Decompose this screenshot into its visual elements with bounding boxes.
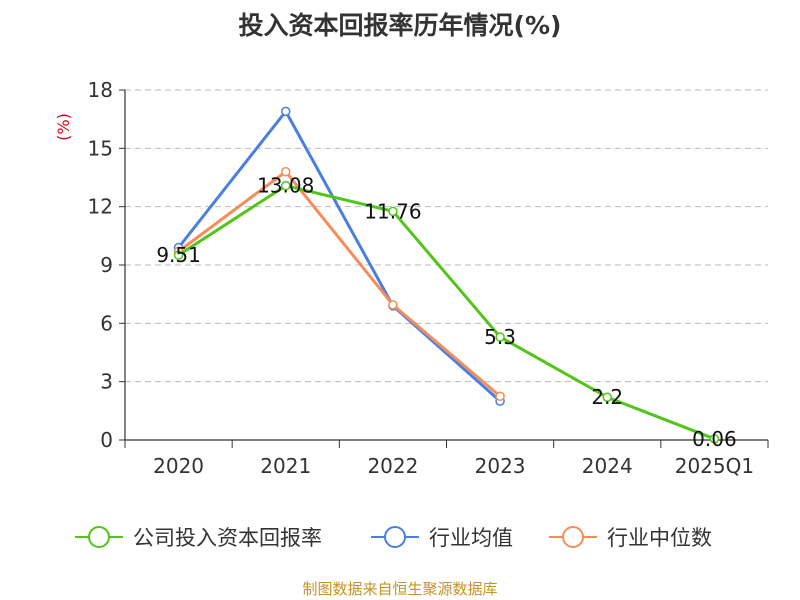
data-point-company (602, 392, 612, 402)
x-tick-label: 2022 (367, 454, 418, 478)
data-labels: 9.51 13.08 11.76 5.3 2.2 0.06 (156, 174, 736, 451)
x-tick-label: 2025Q1 (675, 454, 754, 478)
data-label: 2.2 (591, 385, 623, 409)
y-tick-label: 12 (88, 195, 113, 219)
y-tick-label: 6 (100, 311, 113, 335)
data-point-company (709, 434, 720, 444)
data-point-industry_median (495, 391, 505, 401)
data-point-industry_avg (281, 106, 291, 117)
data-point-industry_median (281, 166, 291, 177)
data-point-company (388, 206, 398, 217)
x-tick-label: 2023 (475, 454, 526, 478)
legend-label-industry_avg: 行业均值 (429, 526, 513, 550)
data-point-company (495, 332, 505, 342)
x-tick-label: 2020 (153, 454, 204, 478)
data-point-industry_median (388, 300, 398, 310)
legend-marker-industry_median (562, 526, 584, 548)
chart-title: 投入资本回报率历年情况(%) (238, 11, 562, 40)
y-tick-label: 3 (100, 370, 113, 394)
data-label: 0.06 (692, 427, 737, 451)
x-tick-label: 2024 (582, 454, 633, 478)
data-point-company (281, 180, 291, 191)
data-label: 13.08 (257, 174, 314, 198)
series-line-industry_avg (177, 109, 502, 403)
y-tick-label: 0 (100, 428, 113, 452)
series-line-industry_median (177, 170, 502, 398)
legend-label-company: 公司投入资本回报率 (133, 526, 322, 550)
legend-marker-industry_avg (384, 526, 406, 548)
data-point-company (173, 250, 184, 260)
legend-label-industry_median: 行业中位数 (607, 526, 712, 550)
legend-marker-company (88, 526, 110, 548)
y-tick-label: 9 (100, 253, 113, 277)
series-line-company (177, 184, 715, 441)
data-label: 9.51 (156, 243, 201, 267)
source-note: 制图数据来自恒生聚源数据库 (302, 580, 498, 598)
y-tick-label: 15 (88, 136, 113, 160)
data-label: 5.3 (484, 325, 516, 349)
legend: 公司投入资本回报率 行业均值 行业中位数 (75, 526, 712, 550)
axes: 0 3 6 9 12 15 18 (%) 2020 2021 2022 2023 2024 2025Q1 (54, 78, 769, 478)
grid-lines (125, 89, 768, 383)
x-tick-label: 2021 (260, 454, 311, 478)
y-tick-label: 18 (88, 78, 113, 102)
y-axis-label: (%) (54, 113, 73, 141)
data-label: 11.76 (364, 199, 421, 223)
series-lines (173, 106, 720, 444)
